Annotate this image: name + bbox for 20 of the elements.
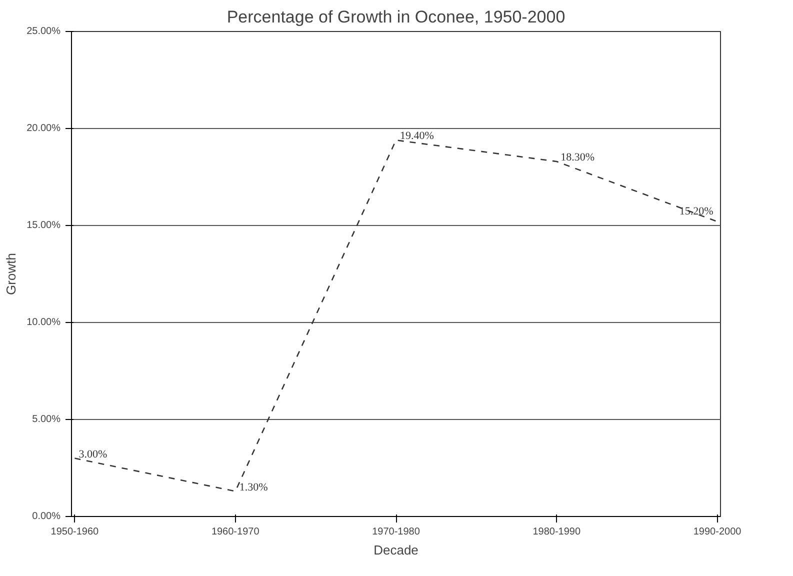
x-tick-label: 1950-1960	[50, 526, 100, 538]
y-tick-label: 10.00%	[26, 317, 61, 328]
text: 3.00%	[78, 448, 108, 460]
y-tick-label: 5.00%	[32, 414, 61, 425]
x-tick-label: 1960-1970	[211, 526, 260, 538]
y-tick-label: 20.00%	[26, 123, 61, 134]
line-series	[74, 139, 718, 492]
x-tick-label: 1990-2000	[693, 526, 742, 538]
chart-title: Percentage of Growth in Oconee, 1950-2000	[226, 8, 566, 26]
y-tick-label: 0.00%	[32, 511, 61, 522]
text: 19.40%	[400, 130, 434, 142]
text: 18.30%	[560, 151, 595, 164]
x-tick-label: 1980-1990	[532, 526, 581, 538]
text: 15.20%	[679, 206, 714, 218]
y-axis-title: Growth	[4, 253, 19, 295]
y-tick-label: 15.00%	[26, 220, 61, 231]
y-tick-label: 25.00%	[26, 26, 61, 37]
x-axis-title: Decade	[374, 542, 418, 558]
x-tick-label: 1970-1980	[372, 526, 420, 538]
text: 1.30%	[239, 481, 268, 494]
